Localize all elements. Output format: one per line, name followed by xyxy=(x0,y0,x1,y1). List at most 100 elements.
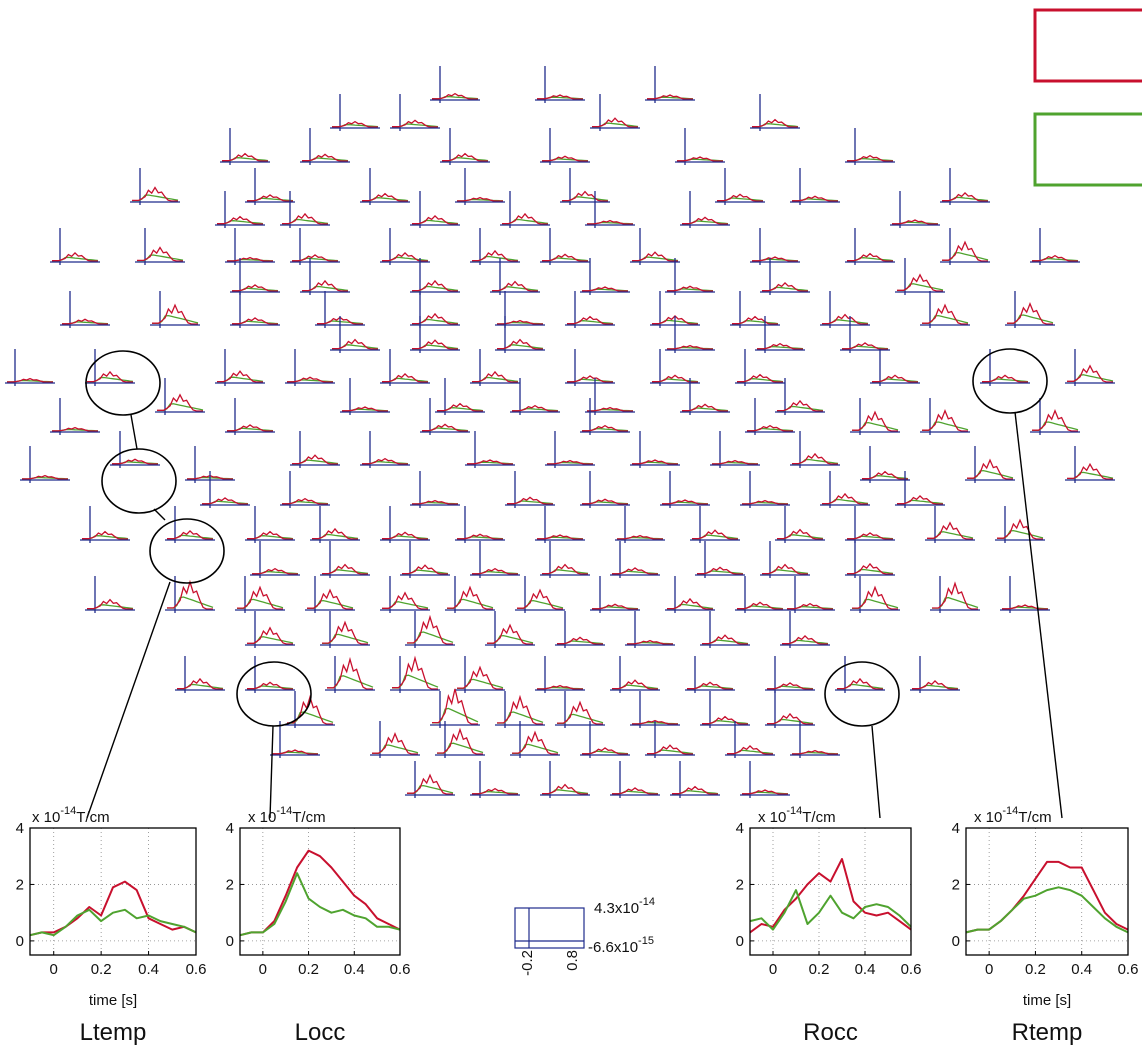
sensor xyxy=(665,316,715,353)
sensor-trace xyxy=(292,254,338,262)
sensor-trace xyxy=(457,665,503,690)
sensor-trace xyxy=(82,530,128,540)
sensor xyxy=(230,258,280,295)
sensor-trace xyxy=(472,370,518,383)
sensor-trace xyxy=(247,530,293,540)
sensor xyxy=(320,611,370,648)
series-line-1 xyxy=(239,872,401,937)
sensor-trace xyxy=(457,678,504,689)
sensor-trace xyxy=(692,529,738,540)
sensor-trace xyxy=(717,193,763,202)
sensor-trace xyxy=(557,700,603,725)
sensor xyxy=(895,258,945,295)
sensor xyxy=(845,506,895,543)
sensor-trace xyxy=(792,195,838,202)
sensor xyxy=(360,168,410,205)
sensor-trace xyxy=(667,285,713,292)
sensor xyxy=(535,506,585,543)
sensor xyxy=(940,168,990,205)
sensor xyxy=(775,378,825,415)
sensor xyxy=(455,506,505,543)
sensor-trace xyxy=(327,656,373,690)
sensor xyxy=(580,471,630,508)
sensor xyxy=(685,656,735,693)
sensor xyxy=(680,378,730,415)
sensor-trace xyxy=(942,191,988,202)
sensor-trace xyxy=(667,597,713,610)
sensor-trace xyxy=(897,494,943,505)
sensor-trace xyxy=(167,579,213,610)
sensor-trace xyxy=(22,474,68,480)
sensor xyxy=(840,316,890,353)
callout-leader xyxy=(269,725,274,819)
sensor xyxy=(470,349,520,386)
sensor xyxy=(225,228,275,265)
sensor-trace xyxy=(237,585,283,610)
scale-y-top-exponent: -14 xyxy=(639,896,655,908)
y-tick-label: 2 xyxy=(16,876,24,893)
sensor xyxy=(910,656,960,693)
sensor-trace xyxy=(927,521,973,540)
sensor-trace xyxy=(782,634,828,645)
sensor-trace xyxy=(792,452,838,465)
sensor-trace xyxy=(777,528,823,540)
sensor-trace xyxy=(847,252,893,262)
sensor-trace xyxy=(737,373,783,383)
sensor-trace xyxy=(852,598,899,609)
x-tick-label: 0 xyxy=(769,961,777,978)
sensor-trace xyxy=(402,564,448,575)
sensor xyxy=(440,128,490,165)
sensor-trace xyxy=(912,679,958,690)
sensor-trace xyxy=(567,375,613,383)
sensor xyxy=(85,576,135,613)
sensor xyxy=(750,94,800,131)
sensor-trace xyxy=(562,190,608,202)
sensor xyxy=(340,378,390,415)
sensor xyxy=(625,611,675,648)
panel-locc: 0 0.2 0.4 0.6 0 2 4 x 10-14T/cm Locc xyxy=(226,805,411,1046)
callout-circle xyxy=(236,661,312,727)
sensor-trace xyxy=(767,712,813,725)
sensor-trace xyxy=(327,675,374,689)
sensor xyxy=(580,258,630,295)
sensor xyxy=(585,191,635,228)
sensor xyxy=(1065,349,1115,386)
x-tick-label: 0.4 xyxy=(855,961,876,978)
sensor xyxy=(580,721,630,758)
sensor xyxy=(280,471,330,508)
sensor xyxy=(610,541,660,578)
scale-x-right: 0.8 xyxy=(564,950,581,971)
sensor-trace xyxy=(702,634,748,645)
sensor-trace xyxy=(942,240,988,262)
sensor-trace xyxy=(392,674,439,689)
sensor xyxy=(400,541,450,578)
sensor xyxy=(470,228,520,265)
sensor-trace xyxy=(272,749,318,755)
sensor xyxy=(245,611,295,648)
sensor-trace xyxy=(502,212,548,225)
x-tick-label: 0.4 xyxy=(1071,961,1092,978)
sensor xyxy=(540,228,590,265)
sensor xyxy=(300,128,350,165)
sensor xyxy=(785,576,835,613)
sensor-trace xyxy=(512,743,559,754)
sensor-trace xyxy=(582,747,628,755)
panel-frame xyxy=(965,827,1129,956)
sensor xyxy=(325,656,375,693)
sensor-trace xyxy=(967,458,1013,480)
sensor-trace xyxy=(702,715,748,725)
sensor-trace xyxy=(332,338,378,350)
sensor xyxy=(630,228,680,265)
sensor-trace xyxy=(437,742,484,754)
series-line-1 xyxy=(965,886,1129,934)
sensor xyxy=(270,721,320,758)
sensor xyxy=(610,656,660,693)
sensor xyxy=(645,721,695,758)
sensor-trace xyxy=(492,280,538,292)
sensor-trace xyxy=(487,623,533,645)
sensor xyxy=(405,611,455,648)
x-tick-label: 0.4 xyxy=(138,961,159,978)
sensor-trace xyxy=(52,251,98,262)
